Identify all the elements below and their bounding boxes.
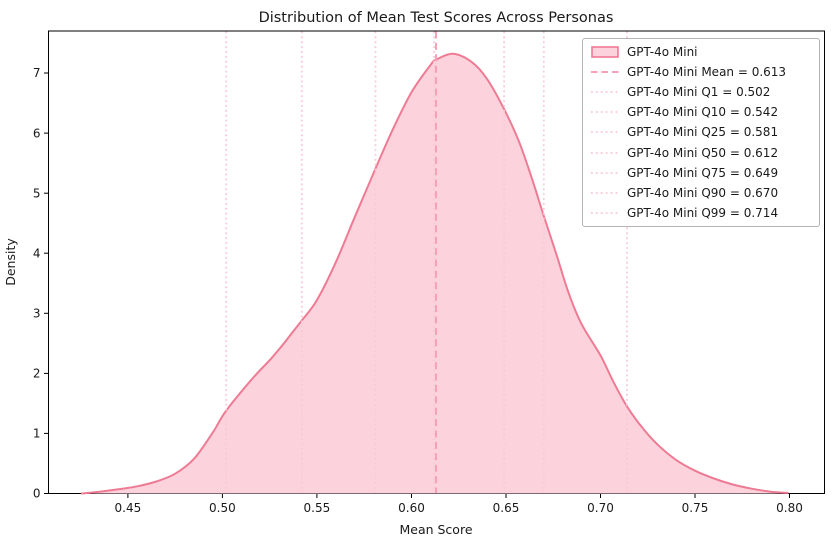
y-tick-label: 0 — [33, 487, 41, 501]
x-axis-label: Mean Score — [399, 522, 472, 537]
x-axis: 0.45 0.50 0.55 0.60 0.65 0.70 0.75 0.80 — [115, 493, 803, 515]
density-curve — [80, 52, 789, 495]
legend-dotted-line-swatch-icon — [591, 111, 619, 114]
legend-entry-label: GPT-4o Mini Mean = 0.613 — [627, 65, 787, 80]
legend-entry-label: GPT-4o Mini Q90 = 0.670 — [627, 185, 779, 200]
x-tick-label: 0.65 — [493, 501, 520, 515]
x-tick-label: 0.55 — [304, 501, 331, 515]
y-tick-label: 3 — [33, 307, 41, 321]
legend-entry: GPT-4o Mini Mean = 0.613 — [591, 62, 813, 82]
legend-dotted-line-swatch-icon — [591, 212, 619, 214]
y-axis-label: Density — [3, 238, 18, 286]
x-tick-label: 0.45 — [115, 501, 142, 515]
legend-entry: GPT-4o Mini Q50 = 0.612 — [591, 143, 813, 163]
y-tick-label: 5 — [33, 186, 41, 200]
legend-entry: GPT-4o Mini Q90 = 0.670 — [591, 183, 813, 203]
legend-entry: GPT-4o Mini Q1 = 0.502 — [591, 82, 813, 102]
legend-entry-label: GPT-4o Mini Q1 = 0.502 — [627, 85, 771, 100]
legend-dotted-line-swatch-icon — [591, 171, 619, 174]
x-tick-label: 0.80 — [776, 501, 803, 515]
legend-dotted-line-swatch-icon — [591, 151, 619, 154]
y-tick-label: 7 — [33, 66, 41, 80]
legend-entry-label: GPT-4o Mini Q75 = 0.649 — [627, 165, 779, 180]
legend-patch-swatch-icon — [591, 46, 619, 58]
y-tick-label: 1 — [33, 427, 41, 441]
legend-entry-label: GPT-4o Mini Q99 = 0.714 — [627, 205, 779, 220]
density-area-fill — [81, 53, 788, 494]
kde-area-series — [80, 52, 789, 495]
legend-entry: GPT-4o Mini Q99 = 0.714 — [591, 203, 813, 223]
chart-title: Distribution of Mean Test Scores Across … — [259, 10, 614, 26]
y-axis: 0 1 2 3 4 5 6 7 — [33, 66, 49, 501]
legend-entry: GPT-4o Mini Q25 = 0.581 — [591, 122, 813, 142]
legend-entry: GPT-4o Mini Q75 = 0.649 — [591, 163, 813, 183]
legend-dotted-line-swatch-icon — [591, 131, 619, 134]
reference-lines — [225, 31, 628, 493]
y-tick-label: 2 — [33, 367, 41, 381]
legend-entry-label: GPT-4o Mini — [627, 45, 698, 60]
y-tick-label: 6 — [33, 126, 41, 140]
legend-dashed-line-swatch-icon — [591, 71, 619, 74]
x-tick-label: 0.70 — [587, 501, 614, 515]
legend-entry-label: GPT-4o Mini Q50 = 0.612 — [627, 145, 779, 160]
x-tick-label: 0.50 — [209, 501, 236, 515]
legend: GPT-4o Mini GPT-4o Mini Mean = 0.613 GPT-4… — [582, 38, 820, 227]
legend-dotted-line-swatch-icon — [591, 91, 619, 94]
y-tick-label: 4 — [33, 246, 41, 260]
legend-entry-label: GPT-4o Mini Q10 = 0.542 — [627, 105, 779, 120]
x-tick-label: 0.75 — [682, 501, 709, 515]
legend-dotted-line-swatch-icon — [591, 191, 619, 194]
x-tick-label: 0.60 — [398, 501, 425, 515]
legend-entry: GPT-4o Mini Q10 = 0.542 — [591, 102, 813, 122]
legend-entry: GPT-4o Mini — [591, 42, 813, 62]
legend-entry-label: GPT-4o Mini Q25 = 0.581 — [627, 125, 779, 140]
